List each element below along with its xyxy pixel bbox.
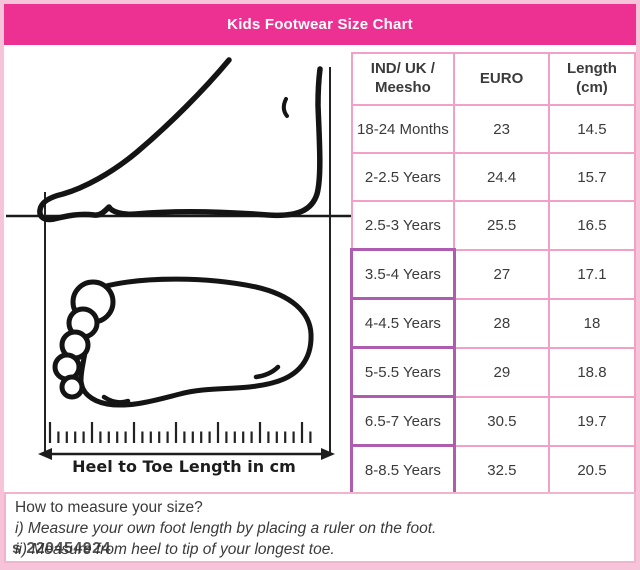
euro-cell: 32.5 — [453, 444, 550, 496]
table-row: 18-24 Months 23 14.5 — [350, 104, 637, 154]
table-row: 4-4.5 Years 28 18 — [350, 297, 637, 349]
title-bar: Kids Footwear Size Chart — [4, 4, 636, 45]
age-cell: 4-4.5 Years — [350, 297, 456, 349]
euro-cell: 27 — [453, 248, 550, 300]
table-row: 3.5-4 Years 27 17.1 — [350, 248, 637, 300]
chart-content: Heel to Toe Length in cm IND/ UK / Meesh… — [4, 45, 637, 496]
toe-5 — [59, 374, 85, 400]
length-cell: 16.5 — [547, 200, 637, 251]
age-cell: 3.5-4 Years — [350, 248, 456, 300]
table-row: 2-2.5 Years 24.4 15.7 — [350, 152, 637, 202]
age-cell: 6.5-7 Years — [350, 395, 456, 447]
euro-cell: 29 — [453, 346, 550, 398]
age-cell: 8-8.5 Years — [350, 444, 456, 496]
ankle-mark — [281, 97, 289, 118]
length-cell: 18 — [547, 297, 637, 349]
length-cell: 19.7 — [547, 395, 637, 447]
length-cell: 15.7 — [547, 152, 637, 202]
euro-cell: 23 — [453, 104, 550, 154]
column-header-euro: EURO — [453, 52, 550, 106]
age-cell: 2.5-3 Years — [350, 200, 456, 251]
column-header-ind-uk-meesho: IND/ UK / Meesho — [350, 52, 456, 106]
age-cell: 2-2.5 Years — [350, 152, 456, 202]
instruction-step-2: ii) Measure from heel to tip of your lon… — [15, 541, 335, 558]
table-row: 5-5.5 Years 29 18.8 — [350, 346, 637, 398]
table-row: 6.5-7 Years 30.5 19.7 — [350, 395, 637, 447]
page-title: Kids Footwear Size Chart — [227, 16, 413, 33]
instructions-box: How to measure your size? i) Measure you… — [4, 492, 636, 563]
ruler-label: Heel to Toe Length in cm — [72, 457, 296, 476]
length-cell: 17.1 — [547, 248, 637, 300]
length-cell: 20.5 — [547, 444, 637, 496]
table-row: 2.5-3 Years 25.5 16.5 — [350, 200, 637, 251]
column-header-length-cm: Length (cm) — [547, 52, 637, 106]
length-cell: 18.8 — [547, 346, 637, 398]
table-row: 8-8.5 Years 32.5 20.5 — [350, 444, 637, 496]
size-table: IND/ UK / Meesho EURO Length (cm) 18-24 … — [350, 52, 637, 496]
instructions-heading: How to measure your size? — [15, 499, 203, 516]
euro-cell: 24.4 — [453, 152, 550, 202]
measure-arrow — [38, 448, 335, 460]
footprint-drawing — [52, 276, 314, 408]
foot-side-view-drawing — [37, 57, 323, 223]
euro-cell: 28 — [453, 297, 550, 349]
age-cell: 18-24 Months — [350, 104, 456, 154]
euro-cell: 25.5 — [453, 200, 550, 251]
instruction-step-1: i) Measure your own foot length by placi… — [15, 520, 437, 537]
ruler-ticks — [48, 422, 312, 443]
foot-measurement-diagram: Heel to Toe Length in cm — [4, 45, 353, 492]
length-cell: 14.5 — [547, 104, 637, 154]
euro-cell: 30.5 — [453, 395, 550, 447]
foot-diagram-svg — [6, 57, 351, 460]
table-header-row: IND/ UK / Meesho EURO Length (cm) — [350, 52, 637, 106]
age-cell: 5-5.5 Years — [350, 346, 456, 398]
watermark-text: s 220454924 — [12, 540, 111, 557]
card-inner: Kids Footwear Size Chart — [4, 4, 637, 563]
